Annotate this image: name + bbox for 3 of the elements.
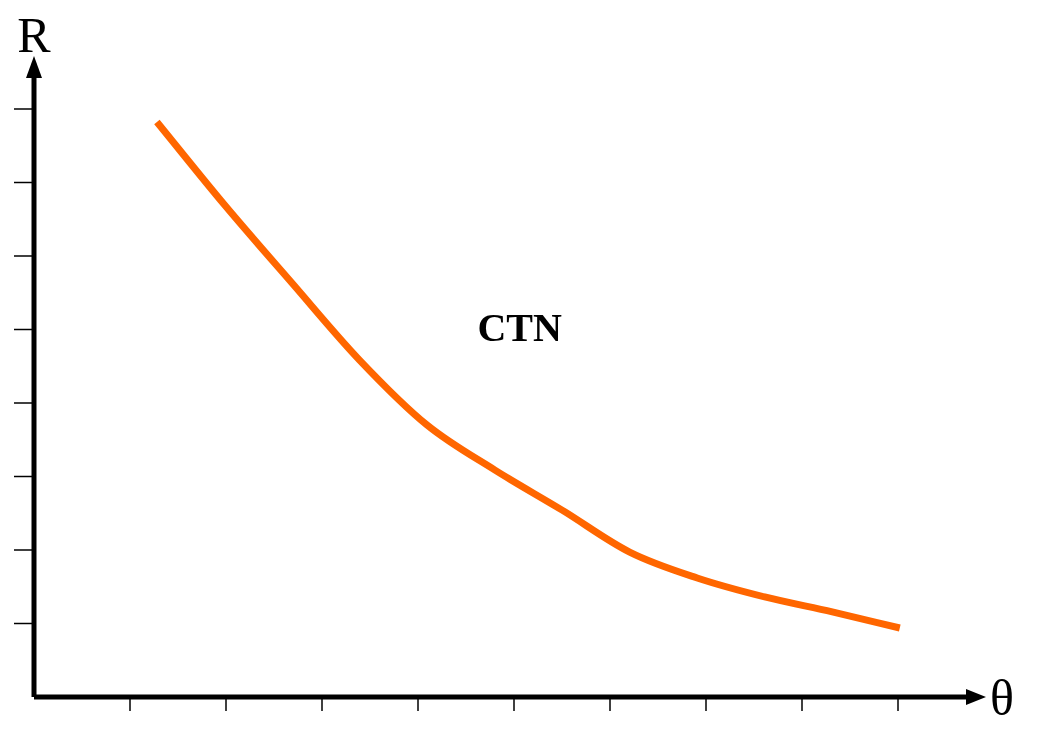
annotation: CTN — [477, 304, 563, 350]
y-axis-title: R — [17, 7, 52, 63]
x-axis-title: θ — [990, 670, 1014, 726]
